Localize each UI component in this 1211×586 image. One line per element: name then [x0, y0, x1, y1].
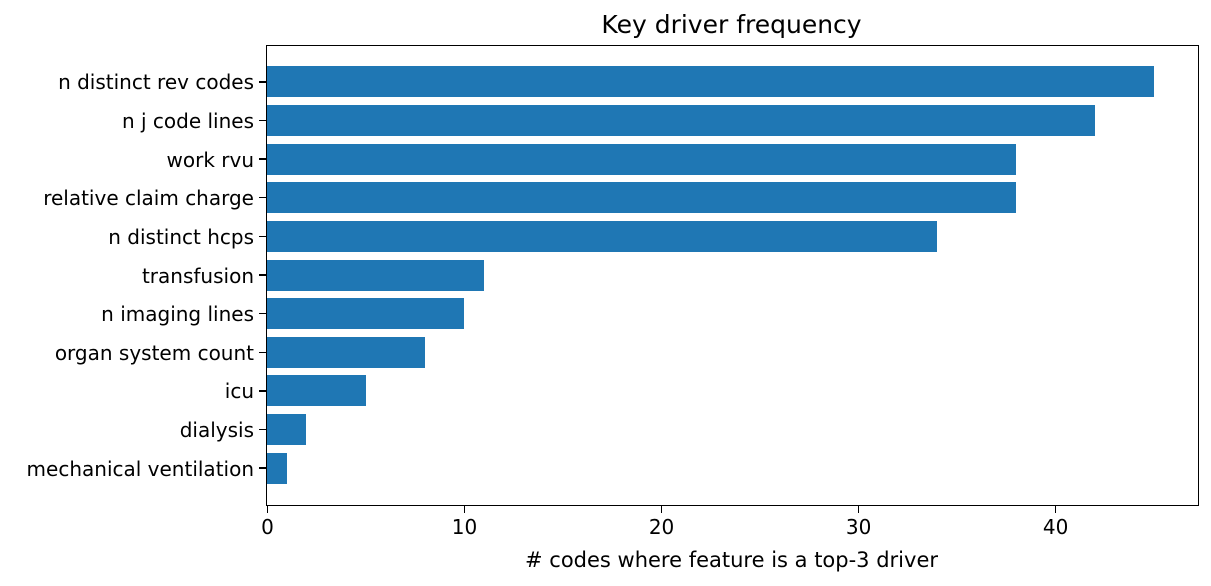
- y-tick-label: mechanical ventilation: [26, 456, 254, 481]
- y-tick-mark: [259, 312, 267, 315]
- y-tick-mark: [259, 235, 267, 238]
- x-tick-label: 0: [261, 515, 274, 539]
- x-tick-mark: [660, 506, 663, 513]
- y-tick-mark: [259, 428, 267, 431]
- y-tick-label: organ system count: [54, 340, 254, 365]
- bar: [267, 336, 425, 368]
- y-tick-label: transfusion: [141, 263, 254, 288]
- bar: [267, 104, 1095, 136]
- x-axis-ticks: 0 10 20 30 40: [261, 506, 1199, 548]
- x-tick-label: 20: [648, 515, 675, 539]
- y-tick-mark: [259, 351, 267, 354]
- bar: [267, 66, 1154, 98]
- x-tick-mark: [266, 506, 269, 513]
- bar: [267, 414, 307, 446]
- x-tick-mark: [1054, 506, 1057, 513]
- y-tick-label: n j code lines: [121, 108, 254, 133]
- bar: [267, 452, 287, 484]
- bar: [267, 143, 1016, 175]
- y-tick-mark: [259, 81, 267, 83]
- y-tick-mark: [259, 390, 267, 392]
- y-tick-mark: [259, 119, 267, 122]
- y-tick-mark: [259, 158, 267, 160]
- bar: [267, 182, 1016, 214]
- x-tick-label: 10: [451, 515, 478, 539]
- x-tick-label: 30: [845, 515, 872, 539]
- y-tick-label: icu: [224, 379, 254, 404]
- bar: [267, 259, 484, 291]
- plot-area: [259, 44, 1199, 506]
- chart-title: Key driver frequency: [601, 10, 862, 39]
- y-axis-labels: n distinct rev codes n j code lines work r…: [0, 46, 254, 505]
- y-tick-label: n distinct rev codes: [58, 70, 254, 95]
- y-tick-label: work rvu: [166, 147, 255, 172]
- x-tick-mark: [857, 506, 860, 513]
- x-tick-label: 40: [1042, 515, 1069, 539]
- y-tick-label: dialysis: [179, 418, 254, 443]
- y-tick-label: n imaging lines: [101, 302, 254, 327]
- y-tick-label: relative claim charge: [43, 186, 254, 211]
- bar: [267, 375, 366, 407]
- x-tick-mark: [463, 506, 466, 513]
- y-tick-label: n distinct hcps: [108, 224, 254, 249]
- y-tick-mark: [259, 274, 267, 276]
- y-tick-mark: [259, 467, 267, 469]
- x-axis-label: # codes where feature is a top-3 driver: [525, 548, 938, 572]
- bar: [267, 220, 937, 252]
- bar: [267, 298, 465, 330]
- y-tick-mark: [259, 196, 267, 199]
